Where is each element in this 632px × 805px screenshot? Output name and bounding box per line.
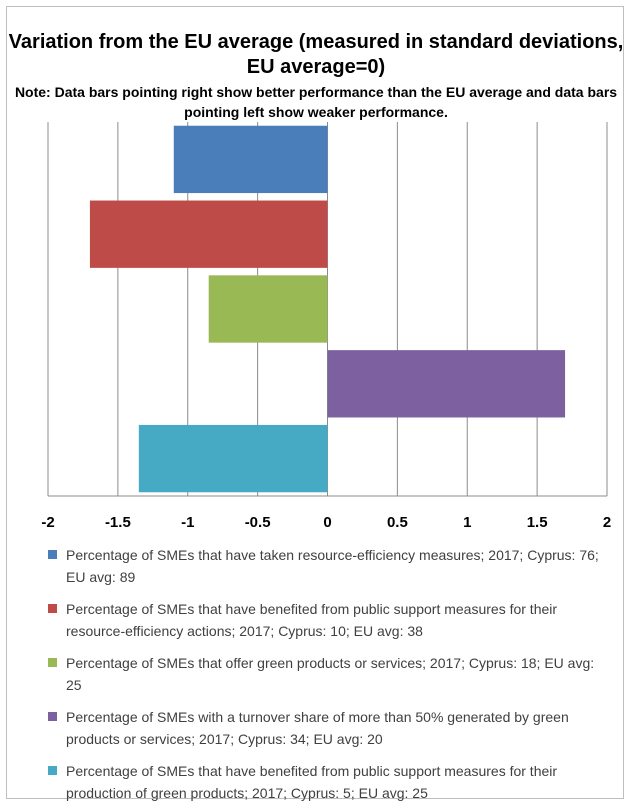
- legend-item: Percentage of SMEs that offer green prod…: [48, 652, 608, 696]
- x-tick-label: 2: [603, 514, 611, 531]
- x-axis-ticks: -2 -1.5 -1 -0.5 0 0.5 1 1.5 2: [41, 514, 611, 531]
- legend-label: Percentage of SMEs with a turnover share…: [66, 709, 569, 747]
- x-tick-label: 0: [323, 514, 331, 531]
- legend-swatch: [48, 712, 57, 721]
- bar-2: [89, 200, 328, 268]
- legend: Percentage of SMEs that have taken resou…: [48, 544, 608, 804]
- legend-swatch: [48, 658, 57, 667]
- legend-item: Percentage of SMEs that have benefited f…: [48, 760, 608, 804]
- x-tick-label: -1.5: [105, 514, 131, 531]
- x-tick-label: 0.5: [387, 514, 408, 531]
- legend-label: Percentage of SMEs that have taken resou…: [66, 547, 599, 585]
- bar-chart: -2 -1.5 -1 -0.5 0 0.5 1 1.5 2: [41, 122, 611, 531]
- x-tick-label: -1: [181, 514, 194, 531]
- x-tick-label: 1: [463, 514, 471, 531]
- x-tick-label: -2: [41, 514, 54, 531]
- legend-item: Percentage of SMEs with a turnover share…: [48, 706, 608, 750]
- legend-swatch: [48, 766, 57, 775]
- bar-4: [327, 350, 566, 418]
- legend-label: Percentage of SMEs that have benefited f…: [66, 601, 558, 639]
- bar-3: [208, 275, 328, 343]
- x-tick-label: 1.5: [527, 514, 548, 531]
- legend-item: Percentage of SMEs that have taken resou…: [48, 544, 608, 588]
- bar-5: [138, 424, 328, 493]
- chart-subtitle: Note: Data bars pointing right show bett…: [14, 84, 618, 120]
- legend-label: Percentage of SMEs that offer green prod…: [66, 655, 595, 693]
- legend-label: Percentage of SMEs that have benefited f…: [66, 763, 558, 801]
- x-tick-label: -0.5: [245, 514, 271, 531]
- bars: [89, 125, 566, 493]
- legend-swatch: [48, 604, 57, 613]
- legend-swatch: [48, 550, 57, 559]
- chart-title: Variation from the EU average (measured …: [8, 31, 624, 78]
- bar-1: [173, 125, 328, 194]
- legend-item: Percentage of SMEs that have benefited f…: [48, 598, 608, 642]
